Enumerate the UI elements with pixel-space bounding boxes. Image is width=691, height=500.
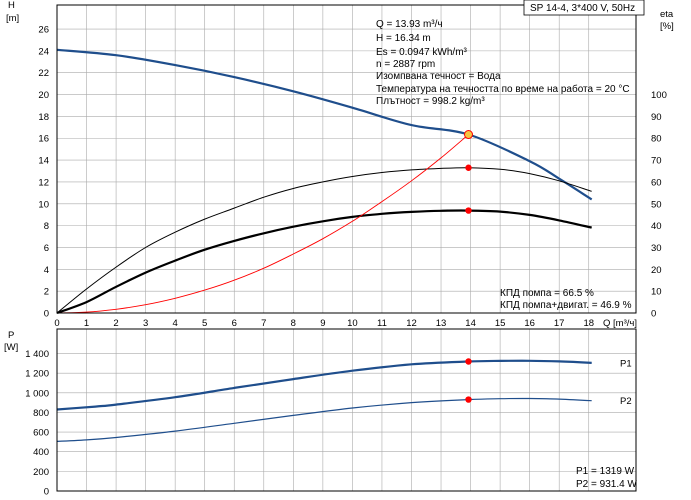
y-tick-label-head: 4 [44,265,49,276]
y2-tick-label-eta: 70 [651,156,662,167]
x-tick-label: 7 [261,318,266,329]
x-tick-label: 17 [554,318,565,329]
upper-plot-frame [56,4,637,314]
info-density: Плътност = 998.2 kg/m³ [376,96,485,107]
x-tick-label: 1 [84,318,89,329]
curves-layer [56,48,593,442]
system-curve [56,134,469,314]
x-tick-label: 9 [320,318,325,329]
y-axis-unit-head: [m] [6,13,19,24]
x-tick-label: 12 [406,318,417,329]
y2-tick-label-eta: 20 [651,265,662,276]
y-tick-label-head: 24 [38,46,49,57]
x-tick-label: 3 [143,318,148,329]
labels-layer: 0 1 2 3 4 5 6 7 8 9 10 11 12 13 14 15 16 17 18024681012141… [25,25,667,498]
y-tick-label-head: 10 [38,199,49,210]
x-tick-label: 15 [495,318,506,329]
y2-tick-label-eta: 80 [651,134,662,145]
x-tick-label: 6 [232,318,237,329]
y-axis-label-head: H [8,0,15,11]
y-tick-label-power: 600 [33,428,49,439]
x-tick-label: 5 [202,318,207,329]
x-tick-label: 18 [583,318,594,329]
x-tick-label: 10 [347,318,358,329]
y-tick-label-head: 18 [38,112,49,123]
y2-tick-label-eta: 10 [651,287,662,298]
y-tick-label-power: 1 000 [25,388,49,399]
y-tick-label-head: 26 [38,25,49,36]
power-note-p1: P1 = 1319 W [576,466,635,477]
y-axis-label-power: P [8,330,14,341]
y2-tick-label-eta: 90 [651,112,662,123]
y-tick-label-head: 2 [44,287,49,298]
y2-tick-label-eta: 100 [651,90,667,101]
info-temperature: Температура на течността по време на раб… [376,83,630,95]
y-tick-label-head: 0 [44,309,49,320]
power-note-p2: P2 = 931.4 W [576,479,637,490]
model-box [523,0,645,16]
lower-grid [56,329,636,491]
info-flow: Q = 13.93 m³/ч [376,19,443,30]
duty-point [465,164,472,171]
y-tick-label-power: 800 [33,408,49,419]
y2-tick-label-eta: 50 [651,199,662,210]
power-curve-p2 [56,397,592,442]
y-tick-label-head: 8 [44,221,49,232]
model-label: SP 14-4, 3*400 V, 50Hz [530,3,635,14]
duty-point-power [465,396,472,403]
y-tick-label-head: 14 [38,156,49,167]
x-tick-label: 16 [524,318,535,329]
x-tick-label: 13 [436,318,447,329]
info-head: H = 16.34 m [376,33,431,44]
eta_pump-curve [56,167,592,314]
power-series-label-p1: P1 [620,358,632,369]
duty-point [465,207,472,214]
eff-note-pump: КПД помпа = 66.5 % [500,288,594,299]
upper-grid [56,5,636,313]
y-tick-label-power: 400 [33,447,49,458]
duty-point-power [465,358,472,365]
x-tick-label: 2 [113,318,118,329]
eff-note-total: КПД помпа+двигат. = 46.9 % [500,300,632,311]
y2-tick-label-eta: 40 [651,221,662,232]
y2-tick-label-eta: 30 [651,243,662,254]
y2-axis-unit-eta: [%] [660,21,674,32]
x-tick-label: 11 [377,318,387,329]
x-tick-label: 14 [465,318,476,329]
y-tick-label-head: 12 [38,177,49,188]
y2-tick-label-eta: 0 [651,309,656,320]
y-tick-label-power: 1 200 [25,369,49,380]
y-tick-label-power: 0 [44,487,49,498]
power-curve-p1 [56,359,592,411]
y2-axis-label-eta: eta [660,9,674,20]
y-tick-label-head: 22 [38,68,49,79]
x-tick-label: 4 [173,318,178,329]
eta_pump_motor-curve [56,209,592,315]
y-tick-label-head: 20 [38,90,49,101]
y-axis-unit-power: [W] [4,342,18,353]
y-tick-label-head: 6 [44,243,49,254]
duty-point [464,130,474,140]
x-tick-label: 8 [291,318,296,329]
y2-tick-label-eta: 60 [651,177,662,188]
y-tick-label-power: 1 400 [25,349,49,360]
y-tick-label-head: 16 [38,134,49,145]
lower-plot-frame [56,328,637,492]
x-tick-label: 0 [54,318,59,329]
x-axis-label-q: Q [m³/ч] [603,318,637,329]
head-curve [56,48,593,201]
y-tick-label-power: 200 [33,467,49,478]
info-energy: Es = 0.0947 kWh/m³ [376,47,468,58]
info-liquid: Изомпвана течност = Вода [376,71,501,82]
info-speed: n = 2887 rpm [376,59,435,70]
power-series-label-p2: P2 [620,396,632,407]
